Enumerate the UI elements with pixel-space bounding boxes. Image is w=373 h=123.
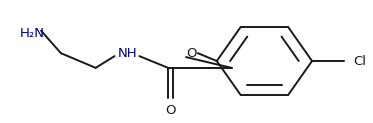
- Text: O: O: [187, 47, 197, 60]
- Text: H₂N: H₂N: [19, 27, 44, 40]
- Text: NH: NH: [117, 47, 137, 60]
- Text: O: O: [165, 104, 175, 117]
- Text: Cl: Cl: [354, 54, 367, 68]
